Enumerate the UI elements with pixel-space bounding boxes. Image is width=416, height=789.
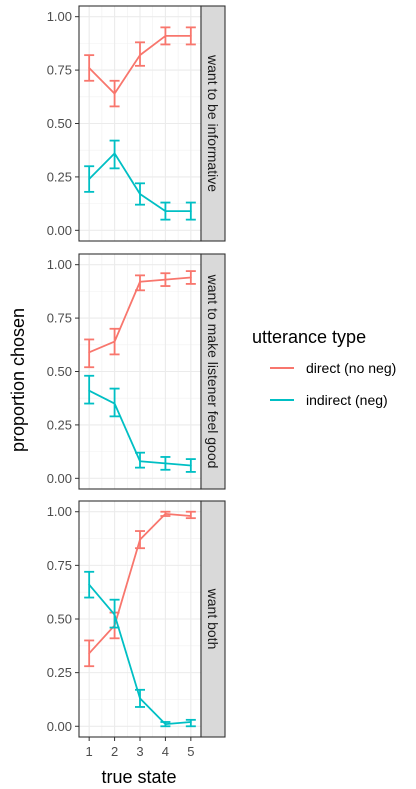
- y-tick-label: 0.50: [47, 612, 72, 627]
- facet-strip: want to be informative: [200, 5, 226, 242]
- legend-title: utterance type: [252, 327, 366, 347]
- error-bar: [185, 718, 196, 728]
- data-point: [113, 152, 116, 155]
- facet-strip-label: want to make listener feel good: [205, 274, 221, 469]
- data-point: [88, 67, 91, 69]
- series-direct-no-neg: [84, 270, 196, 369]
- facet-strip-background: [200, 253, 226, 490]
- data-point: [88, 652, 91, 655]
- series-indirect-neg: [84, 139, 196, 221]
- x-axis: 1 2 3 4 5: [86, 737, 194, 759]
- data-point: [164, 210, 167, 212]
- data-point: [88, 583, 91, 586]
- data-point: [189, 464, 192, 467]
- data-point: [164, 512, 167, 515]
- x-tick-label: 5: [187, 744, 194, 759]
- facet-strip-label: want to be informative: [205, 54, 221, 192]
- legend: utterance type direct (no neg) indirect …: [252, 327, 396, 408]
- error-bar: [185, 510, 196, 520]
- y-tick-label: 1.00: [47, 504, 72, 519]
- data-point: [139, 280, 141, 283]
- error-bar: [109, 387, 120, 418]
- data-point: [139, 54, 141, 57]
- data-point: [88, 389, 91, 392]
- data-point: [189, 35, 192, 37]
- facet-strip: want both: [200, 500, 226, 738]
- facet-strip-label: want both: [205, 588, 221, 650]
- data-point: [139, 460, 141, 463]
- series-indirect-neg: [84, 374, 196, 473]
- data-point: [113, 92, 116, 95]
- data-point: [139, 538, 141, 541]
- y-tick-label: 0.75: [47, 63, 72, 78]
- error-bar: [84, 338, 95, 369]
- error-bar: [84, 374, 95, 405]
- y-tick-label: 1.00: [47, 257, 72, 272]
- y-tick-label: 0.25: [47, 665, 72, 680]
- facet-want-to-make-listener-feel-good: 0.00 0.25 0.50 0.75 1.00 want to make listene…: [47, 253, 226, 490]
- data-point: [88, 351, 91, 354]
- facet-want-to-be-informative: 0.00 0.25 0.50 0.75 1.00 want to be informati…: [47, 5, 226, 242]
- facet-strip: want to make listener feel good: [200, 253, 226, 490]
- y-tick-label: 0.75: [47, 311, 72, 326]
- y-tick-label: 0.25: [47, 169, 72, 184]
- x-tick-label: 4: [162, 744, 169, 759]
- facet-want-both: 0.00 0.25 0.50 0.75 1.00 want both: [47, 500, 226, 738]
- data-point: [113, 613, 116, 616]
- data-point: [189, 515, 192, 517]
- data-point: [189, 721, 192, 723]
- data-point: [113, 340, 116, 343]
- y-tick-label: 0.25: [47, 417, 72, 432]
- x-tick-label: 2: [111, 744, 118, 759]
- data-point: [164, 723, 167, 726]
- y-tick-label: 0.50: [47, 116, 72, 131]
- series-indirect-neg: [84, 570, 196, 728]
- facet-panels: 0.00 0.25 0.50 0.75 1.00 want to be informati…: [47, 5, 226, 738]
- facet-strip-background: [200, 5, 226, 242]
- x-tick-label: 3: [136, 744, 143, 759]
- data-point: [189, 276, 192, 279]
- y-tick-label: 0.00: [47, 471, 72, 486]
- facet-strip-background: [200, 500, 226, 738]
- data-point: [139, 193, 141, 195]
- x-axis-title: true state: [101, 767, 176, 787]
- data-point: [164, 462, 167, 465]
- series-direct-no-neg: [84, 26, 196, 108]
- y-tick-label: 0.75: [47, 558, 72, 573]
- data-point: [189, 210, 192, 212]
- y-tick-label: 0.00: [47, 223, 72, 238]
- x-tick-label: 1: [86, 744, 93, 759]
- legend-label-indirect: indirect (neg): [306, 392, 388, 408]
- y-tick-label: 1.00: [47, 9, 72, 24]
- y-tick-label: 0.50: [47, 364, 72, 379]
- data-point: [164, 278, 167, 281]
- legend-label-direct: direct (no neg): [306, 360, 396, 376]
- data-point: [164, 35, 167, 37]
- y-tick-label: 0.00: [47, 719, 72, 734]
- data-point: [88, 178, 91, 180]
- y-axis-title: proportion chosen: [8, 308, 28, 452]
- data-point: [113, 402, 116, 405]
- data-point: [139, 697, 141, 700]
